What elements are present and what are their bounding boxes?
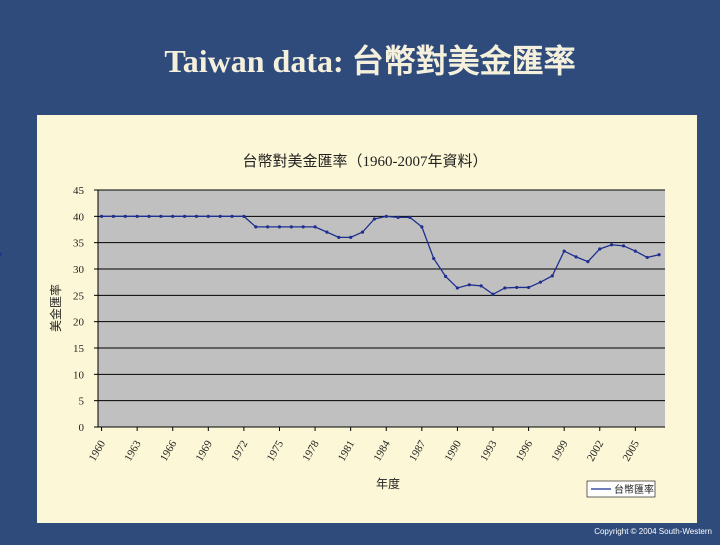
data-point bbox=[313, 225, 317, 229]
data-point bbox=[266, 225, 270, 229]
data-point bbox=[384, 214, 388, 218]
copyright: Copyright © 2004 South-Western bbox=[594, 527, 712, 536]
data-point bbox=[633, 249, 637, 253]
data-point bbox=[111, 214, 116, 218]
data-point bbox=[218, 214, 222, 218]
data-point bbox=[360, 230, 365, 234]
data-point bbox=[337, 235, 341, 239]
data-point bbox=[289, 225, 293, 229]
data-point bbox=[372, 217, 376, 221]
data-point bbox=[206, 214, 210, 218]
data-point bbox=[123, 214, 127, 218]
data-point bbox=[443, 274, 448, 278]
data-point bbox=[242, 214, 246, 218]
y-tick-label: 35 bbox=[73, 238, 85, 250]
data-point bbox=[194, 214, 199, 218]
data-point bbox=[562, 249, 566, 253]
y-tick-label: 30 bbox=[73, 264, 85, 276]
data-point bbox=[538, 280, 543, 284]
data-point bbox=[586, 260, 590, 264]
slide-title: Taiwan data: 台幣對美金匯率 bbox=[164, 43, 575, 79]
data-point bbox=[420, 225, 424, 229]
data-point bbox=[159, 214, 163, 218]
data-point bbox=[574, 255, 578, 259]
data-point bbox=[610, 243, 614, 247]
data-point bbox=[135, 214, 139, 218]
data-point bbox=[598, 247, 602, 251]
data-point bbox=[526, 285, 531, 290]
y-tick-label: 40 bbox=[73, 211, 85, 223]
data-point bbox=[230, 214, 234, 218]
data-point bbox=[0, 252, 2, 256]
data-point bbox=[301, 225, 305, 229]
data-point bbox=[147, 214, 151, 218]
data-point bbox=[491, 292, 495, 296]
y-tick-label: 5 bbox=[79, 396, 85, 408]
data-point bbox=[621, 244, 626, 248]
data-line bbox=[101, 215, 660, 296]
data-point bbox=[503, 286, 507, 290]
y-tick-label: 25 bbox=[73, 290, 85, 302]
y-tick-label: 15 bbox=[73, 343, 85, 355]
data-point bbox=[467, 283, 471, 287]
data-point bbox=[645, 255, 649, 260]
legend-label: 台幣匯率 bbox=[614, 483, 654, 496]
data-point bbox=[432, 256, 436, 261]
data-point bbox=[657, 253, 661, 257]
data-point bbox=[396, 215, 400, 219]
data-point bbox=[254, 225, 258, 229]
legend-box bbox=[586, 480, 656, 498]
y-tick-label: 10 bbox=[73, 369, 85, 381]
data-point bbox=[182, 214, 187, 218]
y-tick-label: 20 bbox=[73, 317, 85, 329]
data-point bbox=[277, 225, 282, 229]
plot-area bbox=[98, 190, 665, 427]
data-point bbox=[325, 230, 329, 234]
y-axis-label: 美金匯率 bbox=[48, 284, 63, 332]
data-point bbox=[171, 214, 175, 218]
y-tick-label: 45 bbox=[73, 185, 85, 197]
x-axis-label: 年度 bbox=[376, 476, 400, 491]
data-point bbox=[455, 286, 460, 290]
data-point bbox=[408, 215, 412, 219]
y-tick-label: 0 bbox=[79, 422, 85, 434]
data-point bbox=[99, 214, 104, 218]
data-point bbox=[479, 284, 483, 288]
data-point bbox=[349, 235, 353, 239]
chart-title: 台幣對美金匯率（1960-2007年資料） bbox=[243, 153, 488, 170]
data-point bbox=[550, 274, 554, 278]
data-point bbox=[515, 285, 519, 290]
